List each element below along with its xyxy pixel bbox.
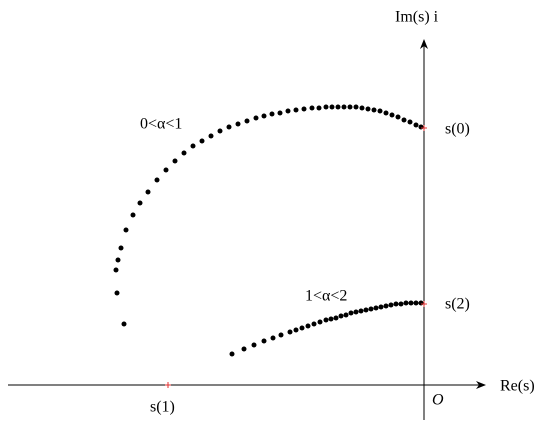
point bbox=[261, 338, 267, 344]
marker-label: s(2) bbox=[445, 296, 470, 313]
point bbox=[301, 106, 307, 112]
point bbox=[353, 309, 359, 315]
point bbox=[333, 315, 339, 321]
point bbox=[145, 189, 151, 195]
point bbox=[323, 317, 329, 323]
point bbox=[418, 300, 424, 306]
point bbox=[341, 104, 347, 110]
point bbox=[181, 150, 187, 156]
point bbox=[199, 138, 205, 144]
series-label: 1<α<2 bbox=[305, 288, 347, 305]
point bbox=[317, 319, 323, 325]
point bbox=[343, 312, 349, 318]
point bbox=[121, 321, 127, 327]
point bbox=[229, 351, 235, 357]
point bbox=[114, 290, 120, 296]
point bbox=[371, 107, 377, 113]
point bbox=[338, 313, 344, 319]
point bbox=[395, 114, 401, 120]
point bbox=[329, 104, 335, 110]
point bbox=[388, 302, 394, 308]
point bbox=[398, 301, 404, 307]
point bbox=[113, 267, 119, 273]
point bbox=[347, 104, 353, 110]
point bbox=[378, 304, 384, 310]
marker-cross bbox=[421, 125, 427, 131]
point bbox=[309, 105, 315, 111]
point bbox=[401, 117, 407, 123]
point bbox=[373, 305, 379, 311]
point bbox=[358, 308, 364, 314]
point bbox=[348, 310, 354, 316]
point bbox=[190, 143, 196, 149]
point bbox=[383, 303, 389, 309]
point bbox=[323, 104, 329, 110]
point bbox=[365, 106, 371, 112]
point bbox=[293, 107, 299, 113]
point bbox=[270, 335, 276, 341]
point bbox=[413, 300, 419, 306]
point bbox=[115, 257, 121, 263]
point bbox=[285, 108, 291, 114]
point bbox=[251, 342, 257, 348]
point bbox=[407, 119, 413, 125]
point bbox=[418, 124, 424, 130]
point bbox=[363, 307, 369, 313]
point bbox=[118, 245, 124, 251]
x-axis-label: Re(s) bbox=[500, 378, 535, 395]
point bbox=[123, 227, 129, 233]
point bbox=[253, 115, 259, 121]
point bbox=[217, 128, 223, 134]
point bbox=[278, 332, 284, 338]
point bbox=[299, 325, 305, 331]
point bbox=[368, 306, 374, 312]
point bbox=[377, 108, 383, 114]
point bbox=[311, 321, 317, 327]
origin-label: O bbox=[432, 392, 444, 409]
point bbox=[383, 110, 389, 116]
point bbox=[235, 121, 241, 127]
point bbox=[335, 104, 341, 110]
marker-cross bbox=[165, 382, 171, 388]
point bbox=[137, 200, 143, 206]
point bbox=[269, 111, 275, 117]
y-axis-label: Im(s) i bbox=[395, 9, 439, 26]
point bbox=[244, 118, 250, 124]
point bbox=[328, 316, 334, 322]
point bbox=[130, 212, 136, 218]
point bbox=[403, 300, 409, 306]
point bbox=[359, 105, 365, 111]
point bbox=[293, 327, 299, 333]
point bbox=[393, 301, 399, 307]
point bbox=[413, 122, 419, 128]
point bbox=[305, 323, 311, 329]
point bbox=[261, 113, 267, 119]
marker-label: s(1) bbox=[150, 399, 175, 416]
point bbox=[287, 329, 293, 335]
marker-label: s(0) bbox=[445, 121, 470, 138]
point bbox=[226, 124, 232, 130]
point bbox=[241, 346, 247, 352]
point bbox=[316, 105, 322, 111]
point bbox=[408, 300, 414, 306]
point bbox=[208, 133, 214, 139]
point bbox=[389, 112, 395, 118]
marker-cross bbox=[421, 301, 427, 307]
point bbox=[172, 158, 178, 164]
point bbox=[154, 177, 160, 183]
point bbox=[353, 104, 359, 110]
point bbox=[163, 167, 169, 173]
series-label: 0<α<1 bbox=[140, 116, 182, 133]
point bbox=[277, 110, 283, 116]
